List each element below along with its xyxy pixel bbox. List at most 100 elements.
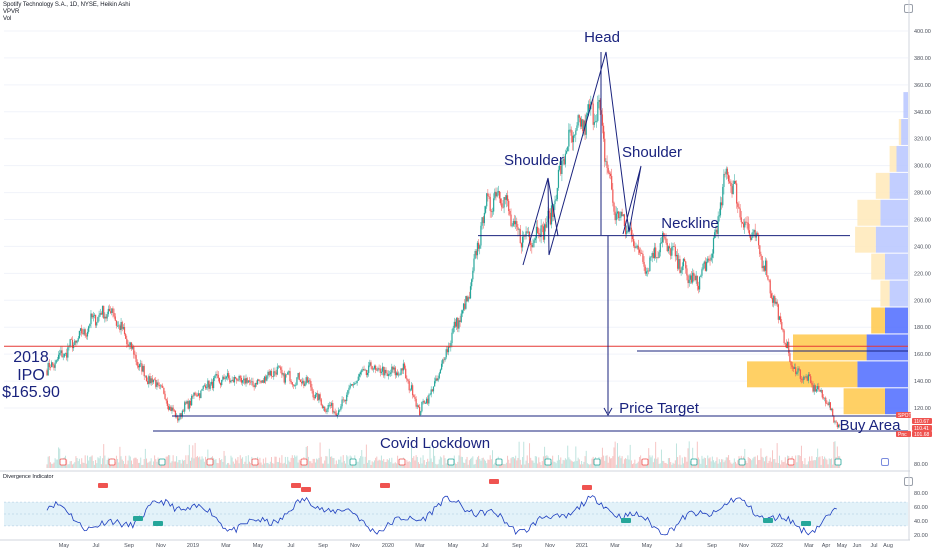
earnings-marker	[834, 458, 842, 466]
volume-bar	[718, 459, 720, 468]
volume-bar	[71, 464, 73, 468]
event-marker-icon[interactable]	[881, 458, 889, 466]
volume-bar	[441, 457, 443, 468]
candle-body	[541, 225, 543, 227]
candle-body	[319, 394, 321, 400]
volume-bar	[150, 458, 152, 468]
candle-body	[458, 320, 460, 329]
candle-body	[777, 304, 779, 320]
volume-bar	[777, 463, 779, 468]
volume-bar	[265, 457, 267, 468]
candle-body	[596, 120, 598, 122]
earnings-marker	[447, 458, 455, 466]
volume-bar	[67, 464, 69, 468]
volume-bar	[324, 460, 326, 468]
price-tick-label: 300.00	[914, 164, 931, 170]
candle-body	[398, 374, 400, 376]
candle-body	[152, 379, 155, 383]
volume-bar	[765, 456, 767, 468]
candle-body	[342, 399, 344, 401]
volume-bar	[654, 458, 655, 468]
candle-body	[119, 325, 121, 331]
volume-bar	[306, 445, 308, 468]
volume-bar	[833, 441, 835, 468]
volume-bar	[784, 457, 786, 468]
volume-bar	[553, 461, 555, 468]
volume-bar	[706, 464, 708, 468]
volume-bar	[121, 459, 123, 468]
volume-bar	[52, 463, 54, 468]
volume-bar	[421, 463, 423, 468]
volume-bar	[291, 455, 293, 468]
volume-bar	[126, 464, 128, 468]
indicator-vol-label[interactable]: Vol	[3, 16, 12, 22]
candle-body	[461, 310, 464, 314]
candle-body	[774, 296, 776, 304]
candle-body	[565, 151, 568, 154]
candle-body	[221, 379, 223, 386]
indicator-vpvr-label[interactable]: VPVR	[3, 9, 20, 15]
candle-body	[513, 220, 516, 225]
candle-body	[403, 363, 406, 369]
volume-bar	[196, 455, 198, 468]
candle-body	[231, 379, 233, 381]
candle-body	[582, 119, 584, 132]
candle-body	[405, 368, 407, 379]
volume-bar	[331, 456, 333, 468]
volume-bar	[282, 463, 284, 468]
volume-bar	[426, 462, 428, 468]
candle-body	[708, 258, 710, 261]
volume-bar	[120, 456, 122, 468]
candle-body	[339, 409, 341, 411]
candle-body	[525, 231, 527, 237]
candle-body	[191, 395, 193, 406]
volume-bar	[619, 455, 621, 468]
drawing-lines[interactable]	[4, 51, 908, 432]
volume-profile-up	[866, 334, 908, 361]
candle-body	[783, 330, 785, 343]
candle-body	[730, 182, 732, 187]
candle-body	[217, 374, 219, 378]
volume-bar	[87, 455, 88, 468]
volume-bar	[376, 456, 378, 468]
candle-body	[377, 368, 379, 371]
candle-body	[813, 385, 815, 392]
candle-body	[621, 211, 623, 217]
time-axis[interactable]: May Jul Sep Nov 2019 Mar May Jul Sep Nov 2020 Mar Ma…	[0, 539, 910, 549]
candle-body	[456, 317, 458, 327]
candle-body	[482, 217, 484, 224]
candle-body	[224, 378, 226, 380]
price-axis[interactable]: 400.00 380.00 360.00 340.00 320.00 300.00 280.…	[896, 0, 932, 540]
volume-bar	[836, 446, 838, 468]
candle-body	[567, 146, 569, 152]
volume-bar	[383, 459, 385, 468]
volume-bar	[186, 463, 188, 468]
volume-bar	[831, 458, 833, 468]
volume-bar	[467, 464, 469, 468]
volume-bar	[681, 457, 683, 468]
volume-bar	[313, 458, 315, 468]
volume-bar	[277, 462, 279, 468]
volume-bar	[106, 459, 108, 468]
candle-body	[712, 238, 715, 254]
volume-bar	[236, 460, 238, 468]
candle-body	[452, 327, 454, 333]
price-badge	[896, 412, 911, 418]
candle-body	[207, 380, 209, 388]
volume-bar	[688, 441, 690, 468]
earnings-marker	[495, 458, 503, 466]
divergence-marker	[301, 487, 311, 492]
candle-body	[791, 365, 793, 368]
earnings-marker	[738, 458, 746, 466]
volume-bar	[422, 455, 424, 468]
candle-body	[62, 356, 64, 358]
volume-bar	[173, 461, 175, 468]
volume-bar	[49, 462, 51, 468]
volume-bar	[183, 460, 185, 468]
divergence-indicator-label[interactable]: Divergence Indicator	[3, 474, 54, 480]
candle-body	[366, 372, 369, 376]
volume-bar	[663, 460, 665, 468]
volume-bar	[674, 460, 676, 468]
candle-body	[59, 353, 61, 355]
